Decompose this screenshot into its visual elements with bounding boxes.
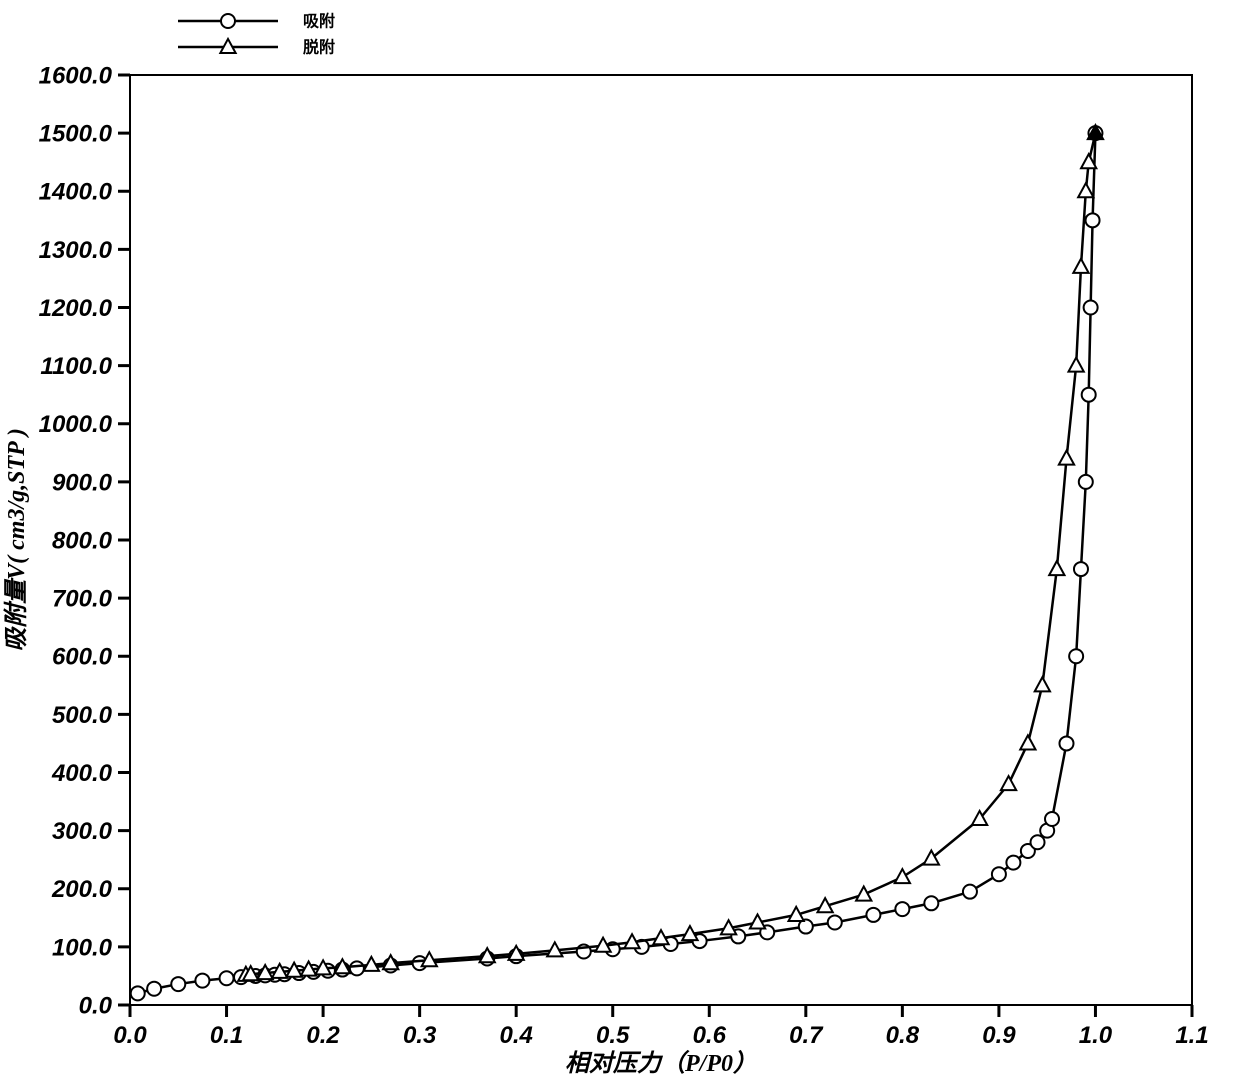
y-axis-title: 吸附量V( cm3/g,STP ): [3, 428, 30, 652]
y-tick-label: 1000.0: [39, 411, 113, 438]
y-tick-label: 100.0: [52, 934, 113, 961]
circle-marker: [195, 974, 209, 988]
y-tick-label: 500.0: [52, 702, 113, 729]
y-tick-label: 600.0: [52, 644, 113, 671]
x-tick-label: 0.0: [113, 1022, 147, 1049]
circle-marker: [1031, 835, 1045, 849]
y-tick-label: 1500.0: [39, 121, 113, 148]
x-tick-label: 1.1: [1175, 1022, 1208, 1049]
y-tick-label: 1200.0: [39, 295, 113, 322]
circle-marker: [828, 915, 842, 929]
y-tick-label: 300.0: [52, 818, 113, 845]
circle-marker: [1079, 475, 1093, 489]
x-axis-title: 相对压力（P/P0）: [565, 1049, 757, 1077]
legend: 吸附脱附: [178, 12, 335, 57]
x-tick-label: 0.1: [210, 1022, 243, 1049]
y-tick-label: 1300.0: [39, 237, 113, 264]
y-tick-label: 200.0: [51, 876, 113, 903]
x-tick-label: 0.6: [693, 1022, 727, 1049]
y-tick-label: 1400.0: [39, 179, 113, 206]
circle-marker: [221, 14, 235, 28]
circle-marker: [924, 896, 938, 910]
y-tick-label: 400.0: [51, 760, 113, 787]
x-tick-label: 0.8: [886, 1022, 920, 1049]
circle-marker: [1082, 388, 1096, 402]
circle-marker: [1069, 649, 1083, 663]
x-tick-label: 0.5: [596, 1022, 630, 1049]
circle-marker: [131, 986, 145, 1000]
y-tick-label: 700.0: [52, 586, 113, 613]
chart-svg: 0.0 0.1 0.2 0.3 0.4 0.5 0.6 0.7 0.8 0.9 1.0 1.1 0.0 1…: [0, 0, 1240, 1079]
circle-marker: [147, 982, 161, 996]
x-tick-label: 0.2: [306, 1022, 340, 1049]
y-tick-label: 1100.0: [40, 353, 112, 380]
circle-marker: [1045, 812, 1059, 826]
x-tick-label: 0.7: [789, 1022, 824, 1049]
circle-marker: [1074, 562, 1088, 576]
x-tick-label: 0.4: [499, 1022, 532, 1049]
legend-label: 吸附: [303, 12, 335, 31]
x-tick-label: 0.3: [403, 1022, 437, 1049]
circle-marker: [895, 902, 909, 916]
circle-marker: [992, 867, 1006, 881]
circle-marker: [1086, 213, 1100, 227]
y-tick-label: 900.0: [52, 469, 113, 496]
circle-marker: [866, 908, 880, 922]
y-tick-label: 0.0: [79, 992, 113, 1019]
chart-container: { "chart": { "type": "line", "background…: [0, 0, 1240, 1079]
circle-marker: [1084, 301, 1098, 315]
circle-marker: [350, 961, 364, 975]
y-tick-label: 800.0: [52, 527, 113, 554]
circle-marker: [1059, 736, 1073, 750]
legend-label: 脱附: [303, 38, 335, 57]
plot-border: [130, 75, 1192, 1005]
x-tick-label: 0.9: [982, 1022, 1016, 1049]
circle-marker: [963, 885, 977, 899]
circle-marker: [1006, 856, 1020, 870]
y-tick-label: 1600.0: [39, 62, 113, 89]
x-tick-label: 1.0: [1079, 1022, 1113, 1049]
circle-marker: [171, 977, 185, 991]
circle-marker: [220, 971, 234, 985]
